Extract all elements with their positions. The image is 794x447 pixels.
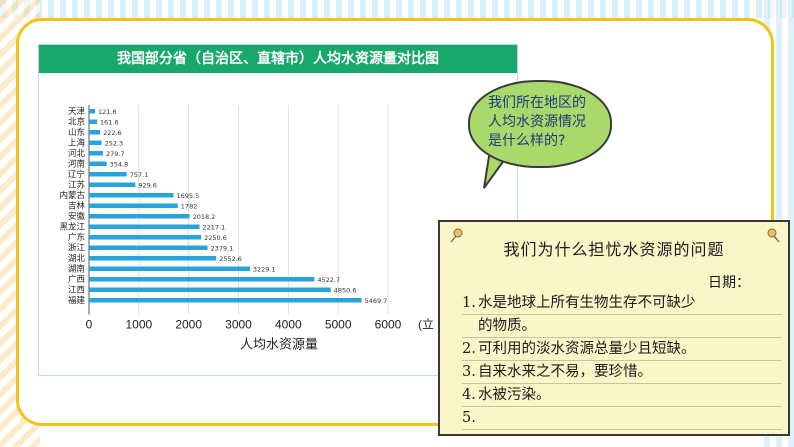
category-label: 吉林	[68, 201, 86, 212]
data-label: 757.1	[130, 171, 149, 179]
x-tick-label: 3000	[225, 318, 252, 332]
list-item: 1. 水是地球上所有生物生存不可缺少	[462, 292, 782, 315]
category-label: 山东	[68, 127, 85, 138]
list-item: 2. 可利用的淡水资源总量少且短缺。	[462, 338, 782, 361]
item-number: 5.	[462, 410, 476, 426]
data-label: 2379.1	[211, 245, 234, 253]
bar	[89, 109, 96, 114]
data-label: 4850.6	[334, 287, 357, 295]
bar	[89, 287, 331, 292]
data-label: 2250.6	[204, 234, 227, 242]
bar	[89, 298, 362, 303]
category-label: 北京	[68, 117, 85, 128]
x-tick-label: 2000	[175, 318, 202, 332]
data-label: 4522.7	[317, 276, 340, 284]
category-label: 广西	[68, 274, 85, 285]
pushpin-icon	[767, 228, 780, 243]
category-label: 河南	[68, 159, 85, 170]
chart-title: 我国部分省（自治区、直辖市）人均水资源量对比图	[39, 45, 517, 73]
x-axis-unit: (立	[418, 317, 434, 332]
item-continuation: 的物质。	[462, 315, 782, 338]
list-item: 5.	[462, 407, 782, 430]
data-label: 354.8	[110, 161, 129, 169]
bar	[89, 172, 127, 177]
data-label: 2018.2	[193, 213, 216, 221]
item-number: 1.	[462, 295, 476, 311]
data-label: 161.6	[100, 119, 119, 127]
data-label: 929.6	[138, 182, 157, 190]
data-label: 2552.6	[219, 255, 242, 263]
note-list: 1. 水是地球上所有生物生存不可缺少 的物质。 2. 可利用的淡水资源总量少且短…	[462, 292, 782, 430]
bar-chart: 0 1000 2000 3000 4000 5000 6000 (立 天津 121.6 北京 161.…	[59, 105, 434, 353]
category-label: 江西	[68, 286, 85, 296]
category-label: 天津	[68, 106, 86, 117]
bar	[89, 130, 101, 135]
x-axis-label: 人均水资源量	[240, 338, 318, 353]
category-label: 福建	[68, 295, 86, 306]
x-tick-label: 5000	[325, 318, 352, 332]
bar	[89, 224, 200, 229]
category-label: 广东	[68, 232, 85, 243]
bar	[89, 277, 315, 282]
x-tick-label: 0	[86, 318, 93, 332]
category-label: 黑龙江	[59, 222, 85, 233]
bar	[89, 203, 178, 208]
bar	[89, 119, 98, 124]
list-item: 3. 自来水来之不易，要珍惜。	[462, 361, 782, 384]
item-text: 自来水来之不易，要珍惜。	[478, 364, 652, 380]
bubble-shape	[468, 80, 612, 168]
data-label: 3229.1	[253, 266, 276, 274]
bubble-line: 是什么样的?	[488, 133, 566, 149]
category-label: 江苏	[68, 180, 86, 191]
bar	[89, 151, 103, 156]
note-date-label: 日期：	[708, 275, 750, 291]
item-text: 水是地球上所有生物生存不可缺少	[478, 295, 696, 311]
data-label: 252.3	[105, 140, 124, 148]
bar	[89, 256, 217, 261]
bar	[89, 214, 190, 219]
category-label: 河北	[68, 148, 86, 159]
data-label: 1782	[181, 203, 198, 211]
item-number: 3.	[462, 364, 476, 380]
speech-bubble: 我们所在地区的 人均水资源情况 是什么样的?	[458, 72, 618, 192]
category-label: 上海	[68, 138, 86, 149]
category-label: 内蒙古	[59, 190, 85, 201]
data-label: 279.7	[106, 150, 125, 158]
list-item: 4. 水被污染。	[462, 384, 782, 407]
bubble-line: 我们所在地区的	[488, 95, 586, 111]
x-tick-label: 6000	[375, 318, 402, 332]
bar	[89, 140, 102, 145]
bar	[89, 182, 136, 187]
item-number: 4.	[462, 387, 476, 403]
category-label: 浙江	[68, 243, 86, 254]
bar	[89, 245, 208, 250]
item-text: 水被污染。	[478, 387, 551, 403]
x-tick-label: 1000	[125, 318, 152, 332]
x-tick-label: 4000	[275, 318, 302, 332]
bar	[89, 266, 250, 271]
item-number: 2.	[462, 341, 476, 357]
bar	[89, 161, 107, 166]
category-label: 辽宁	[68, 169, 85, 180]
data-label: 222.6	[103, 129, 122, 137]
bar	[89, 193, 174, 198]
decorative-stripe-top	[0, 0, 794, 18]
note-title: 我们为什么担忧水资源的问题	[503, 240, 725, 259]
category-label: 湖南	[68, 264, 85, 275]
data-label: 2217.1	[202, 224, 225, 232]
category-label: 湖北	[68, 254, 86, 264]
data-label: 5469.7	[365, 297, 388, 305]
category-label: 安徽	[68, 211, 86, 222]
item-text: 可利用的淡水资源总量少且短缺。	[478, 341, 696, 357]
data-label: 1695.5	[176, 192, 199, 200]
bubble-line: 人均水资源情况	[488, 114, 586, 130]
data-label: 121.6	[98, 108, 117, 116]
bubble-text: 我们所在地区的 人均水资源情况 是什么样的?	[488, 94, 598, 151]
note-card: 我们为什么担忧水资源的问题 日期： 1. 水是地球上所有生物生存不可缺少 的物质…	[438, 220, 790, 436]
pushpin-icon	[450, 228, 463, 243]
bar	[89, 235, 202, 240]
